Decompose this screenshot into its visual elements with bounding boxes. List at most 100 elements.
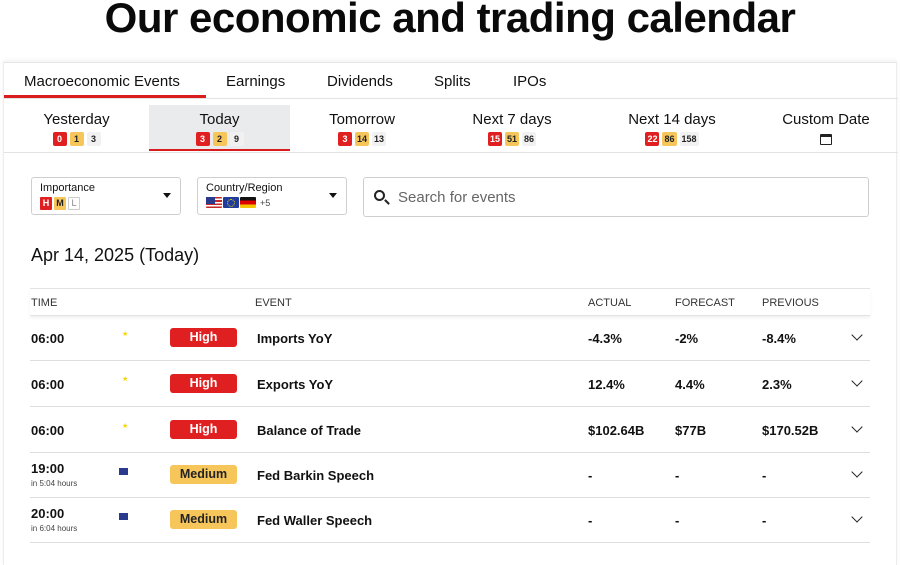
tab-splits[interactable]: Splits — [434, 73, 471, 90]
low-count-badge: 158 — [679, 132, 699, 146]
table-row[interactable]: 19:00 in 5:04 hours Medium Fed Barkin Sp… — [30, 453, 870, 498]
calendar-icon — [820, 134, 832, 145]
day-label: Today — [199, 111, 240, 128]
day-label: Custom Date — [782, 111, 870, 128]
medium-count-badge: 86 — [662, 132, 677, 146]
chevron-down-icon[interactable] — [851, 466, 863, 478]
event-time: 19:00 — [31, 461, 65, 476]
date-heading: Apr 14, 2025 (Today) — [31, 245, 200, 265]
column-time: TIME — [31, 297, 58, 309]
event-name: Balance of Trade — [257, 423, 362, 438]
previous-value: $170.52B — [762, 423, 819, 438]
caret-down-icon — [163, 193, 171, 198]
importance-high-tag: H — [40, 197, 52, 210]
table-row[interactable]: 06:00 High Imports YoY -4.3% -2% -8.4% — [30, 316, 870, 361]
day-custom-date[interactable]: Custom Date — [756, 105, 896, 151]
day-selector: Yesterday 0 1 3 Today 3 2 9 Tomorrow 3 1… — [4, 99, 898, 153]
importance-badge: High — [170, 420, 237, 439]
day-next-7-days[interactable]: Next 7 days 15 51 86 — [442, 105, 582, 151]
chevron-down-icon[interactable] — [851, 421, 863, 433]
active-tab-underline — [4, 95, 206, 98]
day-next-14-days[interactable]: Next 14 days 22 86 158 — [602, 105, 742, 151]
page-title: Our economic and trading calendar — [104, 0, 796, 41]
importance-filter[interactable]: Importance H M L — [31, 177, 181, 215]
high-count-badge: 15 — [487, 132, 502, 146]
tab-ipos[interactable]: IPOs — [513, 73, 547, 90]
low-count-badge: 13 — [372, 132, 387, 146]
event-time: 20:00 — [31, 506, 65, 521]
high-count-badge: 0 — [52, 132, 67, 146]
day-label: Next 14 days — [628, 111, 716, 128]
previous-value: - — [762, 468, 767, 483]
search-icon — [374, 190, 385, 201]
day-label: Yesterday — [43, 111, 110, 128]
tab-earnings[interactable]: Earnings — [226, 73, 286, 90]
medium-count-badge: 2 — [212, 132, 227, 146]
event-time: 06:00 — [31, 331, 65, 346]
day-today[interactable]: Today 3 2 9 — [149, 105, 290, 151]
event-name: Imports YoY — [257, 331, 333, 346]
search-input[interactable] — [398, 186, 858, 208]
importance-badge: High — [170, 328, 237, 347]
caret-down-icon — [329, 193, 337, 198]
importance-low-tag: L — [68, 197, 80, 210]
low-count-badge: 3 — [86, 132, 101, 146]
high-count-badge: 3 — [195, 132, 210, 146]
column-previous: PREVIOUS — [762, 297, 819, 309]
importance-filter-label: Importance — [40, 182, 96, 194]
table-row[interactable]: 20:00 in 6:04 hours Medium Fed Waller Sp… — [30, 498, 870, 543]
importance-badge: High — [170, 374, 237, 393]
more-countries-count: +5 — [260, 197, 271, 208]
category-tabs: Macroeconomic Events Earnings Dividends … — [4, 63, 898, 99]
forecast-value: $77B — [675, 423, 707, 438]
high-count-badge: 22 — [645, 132, 660, 146]
importance-badge: Medium — [170, 510, 237, 529]
event-name: Fed Barkin Speech — [257, 468, 375, 483]
eu-flag-icon — [223, 197, 239, 208]
column-event: EVENT — [255, 297, 292, 309]
table-row[interactable]: 06:00 High Balance of Trade $102.64B $77… — [30, 407, 870, 453]
calendar-panel: Macroeconomic Events Earnings Dividends … — [3, 62, 898, 565]
tab-macroeconomic-events[interactable]: Macroeconomic Events — [24, 73, 180, 90]
chevron-down-icon[interactable] — [851, 329, 863, 341]
country-filter-label: Country/Region — [206, 182, 283, 194]
forecast-value: - — [675, 513, 680, 528]
medium-count-badge: 14 — [354, 132, 369, 146]
tab-dividends[interactable]: Dividends — [327, 73, 393, 90]
low-count-badge: 9 — [229, 132, 244, 146]
importance-badge: Medium — [170, 465, 237, 484]
actual-value: - — [588, 468, 593, 483]
event-name: Fed Waller Speech — [257, 513, 373, 528]
medium-count-badge: 1 — [69, 132, 84, 146]
forecast-value: - — [675, 468, 680, 483]
germany-flag-icon — [240, 197, 256, 208]
table-header: TIME EVENT ACTUAL FORECAST PREVIOUS — [30, 288, 870, 316]
forecast-value: 4.4% — [675, 377, 705, 392]
time-until: in 6:04 hours — [31, 524, 78, 533]
column-forecast: FORECAST — [675, 297, 735, 309]
country-region-filter[interactable]: Country/Region +5 — [197, 177, 347, 215]
previous-value: 2.3% — [762, 377, 792, 392]
time-until: in 5:04 hours — [31, 479, 78, 488]
medium-count-badge: 51 — [504, 132, 519, 146]
us-flag-icon — [206, 197, 222, 208]
chevron-down-icon[interactable] — [851, 375, 863, 387]
high-count-badge: 3 — [337, 132, 352, 146]
day-label: Tomorrow — [329, 111, 395, 128]
chevron-down-icon[interactable] — [851, 511, 863, 523]
event-search — [363, 177, 869, 217]
previous-value: -8.4% — [762, 331, 796, 346]
event-name: Exports YoY — [257, 377, 334, 392]
actual-value: - — [588, 513, 593, 528]
day-yesterday[interactable]: Yesterday 0 1 3 — [4, 105, 149, 151]
event-time: 06:00 — [31, 423, 65, 438]
day-label: Next 7 days — [472, 111, 552, 128]
column-actual: ACTUAL — [588, 297, 632, 309]
forecast-value: -2% — [675, 331, 699, 346]
event-time: 06:00 — [31, 377, 65, 392]
previous-value: - — [762, 513, 767, 528]
table-row[interactable]: 06:00 High Exports YoY 12.4% 4.4% 2.3% — [30, 361, 870, 407]
day-tomorrow[interactable]: Tomorrow 3 14 13 — [292, 105, 432, 151]
actual-value: -4.3% — [588, 331, 622, 346]
low-count-badge: 86 — [522, 132, 537, 146]
